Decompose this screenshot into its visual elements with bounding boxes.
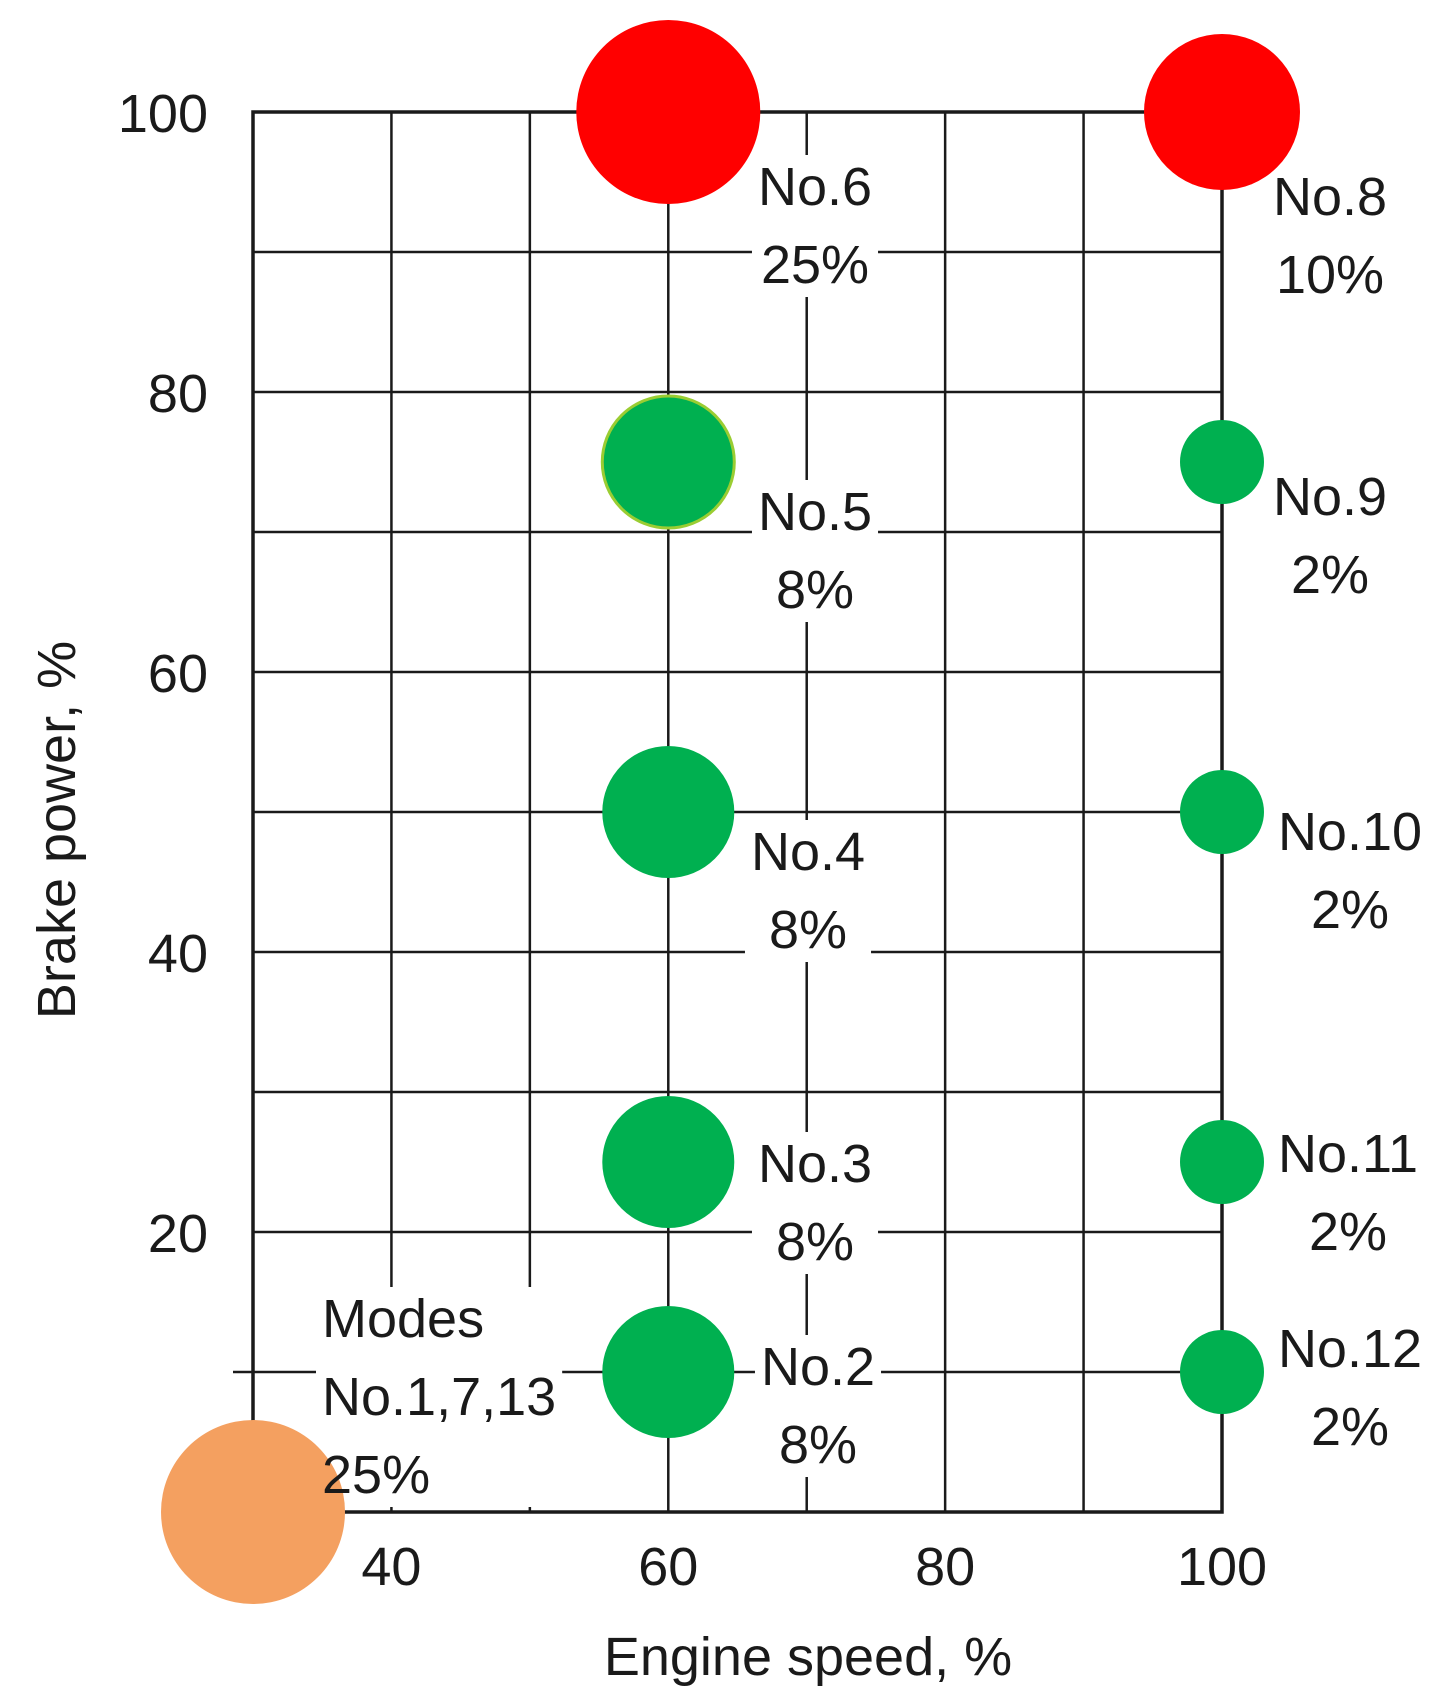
label-background [754, 1335, 882, 1477]
label-background [1266, 465, 1394, 607]
y-tick-label: 60 [148, 644, 208, 704]
point-label-line: No.3 [758, 1134, 872, 1194]
label-background [744, 820, 872, 962]
data-point [602, 1096, 735, 1228]
data-point [1180, 1120, 1264, 1204]
point-label-line: No.6 [758, 157, 872, 217]
label-background [1271, 1317, 1429, 1459]
label-background [751, 1132, 879, 1274]
y-tick-label: 80 [148, 364, 208, 424]
label-backgrounds [316, 155, 1429, 1507]
point-label-line: 2% [1291, 545, 1369, 605]
y-tick-label: 40 [148, 924, 208, 984]
point-label: No.10 2% [1278, 802, 1422, 940]
point-label: No.2 8% [761, 1337, 875, 1475]
x-tick-label: 60 [638, 1537, 698, 1597]
point-label-line: No.2 [761, 1337, 875, 1397]
point-label-line: No.12 [1278, 1319, 1422, 1379]
data-point [1144, 34, 1300, 190]
point-label-line: 8% [776, 560, 854, 620]
label-background [751, 155, 879, 297]
point-label: No.4 8% [751, 822, 865, 960]
x-tick-label: 40 [361, 1537, 421, 1597]
y-tick-label: 100 [118, 84, 208, 144]
point-label: Modes No.1,7,13 25% [322, 1289, 556, 1505]
point-label-line: No.10 [1278, 802, 1422, 862]
point-label-line: 25% [322, 1445, 430, 1505]
point-label-line: No.4 [751, 822, 865, 882]
x-tick-label: 80 [915, 1537, 975, 1597]
point-label-line: 8% [776, 1212, 854, 1272]
data-point [602, 1306, 735, 1438]
data-point [1180, 420, 1264, 504]
data-points [161, 20, 1300, 1604]
label-background [751, 480, 879, 622]
tick-labels: 40 60 80 100 20 40 60 80 100 [118, 84, 1267, 1597]
point-label-line: 2% [1311, 1397, 1389, 1457]
label-background [1271, 800, 1429, 942]
point-labels: No.6 25%No.8 10%No.5 8%No.9 2%No.4 8%No.10 2%N… [322, 157, 1422, 1505]
point-label: No.8 10% [1273, 167, 1387, 305]
data-point [1180, 770, 1264, 854]
point-label-line: No.9 [1273, 467, 1387, 527]
point-label: No.5 8% [758, 482, 872, 620]
point-label-line: 2% [1309, 1202, 1387, 1262]
point-label-line: No.8 [1273, 167, 1387, 227]
point-label: No.11 2% [1278, 1124, 1418, 1262]
point-label-line: No.1,7,13 [322, 1367, 556, 1427]
point-label: No.3 8% [758, 1134, 872, 1272]
x-tick-label: 100 [1177, 1537, 1267, 1597]
data-point [161, 1420, 345, 1604]
point-label: No.6 25% [758, 157, 872, 295]
point-label-line: 25% [761, 235, 869, 295]
data-point [600, 394, 736, 530]
data-point [576, 20, 761, 204]
x-axis-title: Engine speed, % [604, 1627, 1012, 1687]
y-axis-title: Brake power, % [27, 641, 87, 1019]
label-background [1266, 165, 1394, 307]
label-background [1271, 1122, 1425, 1264]
y-tick-label: 20 [148, 1204, 208, 1264]
point-label-line: 8% [769, 900, 847, 960]
data-point [1180, 1330, 1264, 1414]
point-label-line: No.11 [1278, 1124, 1418, 1184]
point-label-line: 2% [1311, 880, 1389, 940]
label-background [316, 1287, 563, 1507]
data-point [602, 746, 735, 878]
grid [233, 112, 1222, 1512]
point-label: No.12 2% [1278, 1319, 1422, 1457]
point-label-line: No.5 [758, 482, 872, 542]
point-label-line: Modes [322, 1289, 484, 1349]
point-label: No.9 2% [1273, 467, 1387, 605]
point-label-line: 10% [1276, 245, 1384, 305]
point-label-line: 8% [779, 1415, 857, 1475]
